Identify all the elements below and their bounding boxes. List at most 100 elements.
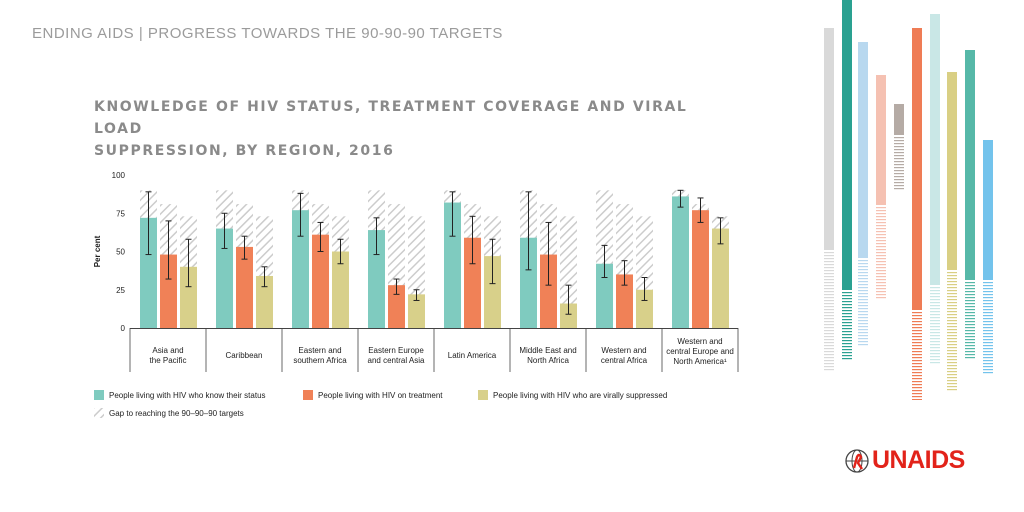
decorative-stripe-dash (876, 270, 886, 272)
y-tick-label: 100 (112, 171, 126, 180)
bar (464, 237, 481, 328)
decorative-stripe-dash (858, 314, 868, 316)
decorative-stripe (930, 14, 940, 285)
decorative-stripe-dash (824, 306, 834, 308)
decorative-stripe-dash (876, 243, 886, 245)
decorative-stripe-dash (858, 305, 868, 307)
decorative-stripe-dash (930, 350, 940, 352)
decorative-stripe-dash (947, 380, 957, 382)
decorative-stripe (876, 75, 886, 205)
globe-ribbon-icon (845, 449, 869, 473)
decorative-stripe-dash (824, 264, 834, 266)
bar (140, 217, 157, 328)
decorative-stripe-dash (983, 321, 993, 323)
decorative-stripe-dash (858, 311, 868, 313)
decorative-stripe-dash (894, 176, 904, 178)
x-tick-label: Asia and (152, 346, 183, 355)
decorative-stripe-dash (876, 234, 886, 236)
bar (160, 254, 177, 328)
decorative-stripe-dash (965, 351, 975, 353)
decorative-stripe-dash (947, 374, 957, 376)
decorative-stripe-dash (947, 389, 957, 391)
decorative-stripe-dash (965, 315, 975, 317)
bar (692, 210, 709, 328)
decorative-stripe-dash (894, 179, 904, 181)
decorative-stripe-dash (894, 155, 904, 157)
decorative-stripe-dash (912, 318, 922, 320)
legend-label: People living with HIV who know their st… (109, 391, 266, 400)
decorative-stripe-dash (824, 282, 834, 284)
decorative-stripe (965, 50, 975, 280)
decorative-stripe-dash (947, 293, 957, 295)
legend-swatch (478, 390, 488, 400)
decorative-stripe-dash (965, 354, 975, 356)
decorative-stripe-dash (912, 333, 922, 335)
decorative-stripe-dash (876, 255, 886, 257)
decorative-stripe-dash (930, 302, 940, 304)
decorative-stripe-dash (912, 369, 922, 371)
decorative-stripe-dash (824, 291, 834, 293)
decorative-stripe-dash (965, 339, 975, 341)
decorative-stripe-dash (824, 288, 834, 290)
decorative-stripe-dash (930, 347, 940, 349)
decorative-stripe-dash (912, 324, 922, 326)
decorative-stripe-dash (824, 333, 834, 335)
decorative-stripe-dash (876, 228, 886, 230)
decorative-stripe-dash (842, 331, 852, 333)
decorative-stripe-dash (983, 312, 993, 314)
decorative-stripe-dash (858, 281, 868, 283)
decorative-stripe-dash (947, 353, 957, 355)
x-tick-label: Latin America (448, 351, 497, 360)
decorative-stripe-dash (894, 143, 904, 145)
decorative-stripe-dash (912, 357, 922, 359)
decorative-stripe-dash (965, 297, 975, 299)
decorative-stripe-dash (894, 152, 904, 154)
y-tick-label: 75 (116, 209, 125, 218)
decorative-stripe-dash (965, 324, 975, 326)
decorative-stripe-dash (824, 339, 834, 341)
decorative-stripe-dash (983, 288, 993, 290)
decorative-stripe-dash (912, 339, 922, 341)
decorative-stripe (858, 42, 868, 258)
decorative-stripe-dash (930, 314, 940, 316)
decorative-stripe-dash (824, 267, 834, 269)
decorative-stripe-dash (876, 285, 886, 287)
decorative-stripe-dash (983, 324, 993, 326)
decorative-stripes (824, 0, 993, 400)
decorative-stripe-dash (930, 362, 940, 364)
bar (236, 246, 253, 328)
decorative-stripe-dash (876, 264, 886, 266)
decorative-stripe-dash (983, 282, 993, 284)
decorative-stripe-dash (858, 284, 868, 286)
decorative-stripe-dash (842, 358, 852, 360)
decorative-stripe-dash (876, 249, 886, 251)
decorative-stripe-dash (930, 356, 940, 358)
decorative-stripe-dash (947, 296, 957, 298)
page-header: ENDING AIDS | PROGRESS TOWARDS THE 90-90… (32, 25, 503, 42)
decorative-stripe-dash (947, 350, 957, 352)
decorative-stripe-dash (947, 365, 957, 367)
decorative-stripe-dash (824, 270, 834, 272)
decorative-stripe-dash (894, 164, 904, 166)
decorative-stripe-dash (894, 158, 904, 160)
decorative-stripe-dash (965, 309, 975, 311)
decorative-stripe (912, 28, 922, 310)
decorative-stripe-dash (824, 303, 834, 305)
decorative-stripe-dash (965, 330, 975, 332)
bar (616, 274, 633, 328)
decorative-stripe-dash (983, 345, 993, 347)
decorative-stripe-dash (947, 302, 957, 304)
decorative-stripe-dash (824, 252, 834, 254)
decorative-stripe (824, 28, 834, 250)
legend-swatch-gap (94, 408, 104, 418)
decorative-stripe-dash (876, 261, 886, 263)
x-tick-label: and central Asia (368, 356, 425, 365)
decorative-stripe-dash (947, 308, 957, 310)
decorative-stripe-dash (894, 140, 904, 142)
logo-text: UNAIDS (872, 446, 965, 474)
decorative-stripe-dash (858, 335, 868, 337)
decorative-stripe-dash (894, 167, 904, 169)
decorative-stripe-dash (983, 372, 993, 374)
decorative-stripe-dash (947, 386, 957, 388)
decorative-stripe-dash (983, 357, 993, 359)
